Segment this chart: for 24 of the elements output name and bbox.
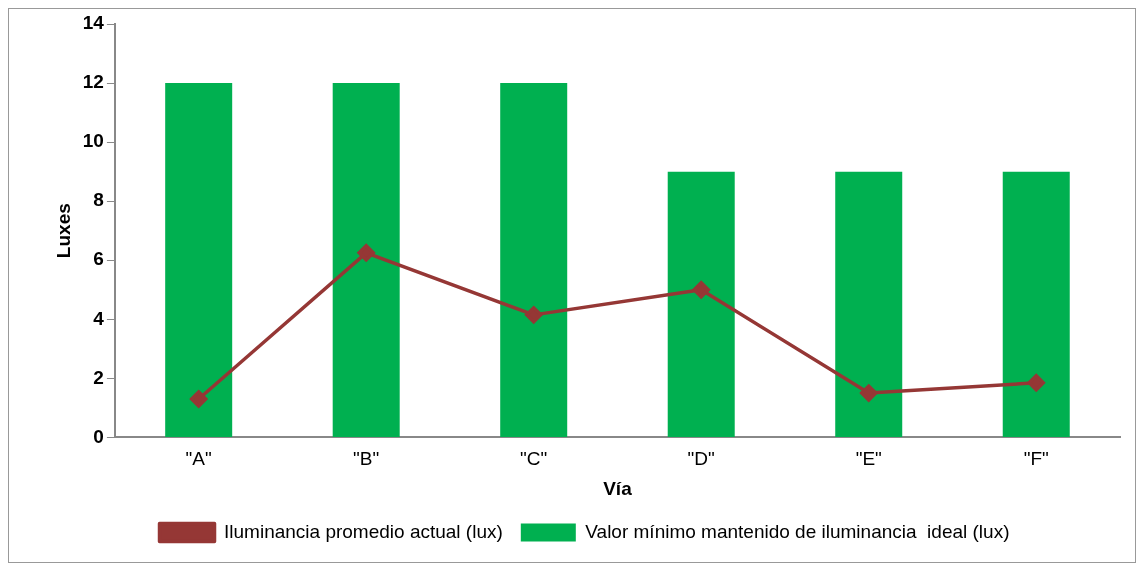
x-axis-title: Vía — [603, 477, 633, 499]
legend-label: Iluminancia promedio actual (lux) — [224, 520, 503, 542]
y-axis-title: Luxes — [52, 203, 74, 259]
x-tick-label: "E" — [855, 448, 882, 470]
y-tick-label: 12 — [82, 71, 104, 93]
x-tick-label: "D" — [687, 448, 715, 470]
point — [357, 244, 375, 262]
y-tick-label: 0 — [93, 425, 104, 447]
y-tick-label: 2 — [93, 366, 104, 388]
x-tick-label: "F" — [1023, 448, 1049, 470]
x-tick-label: "A" — [185, 448, 212, 470]
y-tick-label: 6 — [93, 248, 104, 270]
point — [859, 384, 878, 402]
y-tick-label: 10 — [82, 130, 104, 152]
point — [524, 306, 543, 324]
point — [189, 390, 208, 408]
x-tick-label: "B" — [353, 448, 380, 470]
point — [692, 281, 710, 299]
point — [1027, 374, 1045, 392]
legend-label: Valor mínimo mantenido de iluminancia ideal (lux) — [585, 520, 1010, 542]
y-tick-label: 8 — [93, 189, 104, 211]
y-tick-label: 14 — [82, 12, 105, 34]
y-tick-label: 4 — [93, 307, 105, 329]
x-tick-label: "C" — [520, 448, 548, 470]
